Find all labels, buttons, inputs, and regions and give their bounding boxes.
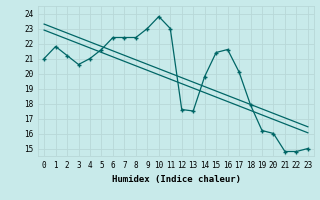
X-axis label: Humidex (Indice chaleur): Humidex (Indice chaleur) [111,175,241,184]
